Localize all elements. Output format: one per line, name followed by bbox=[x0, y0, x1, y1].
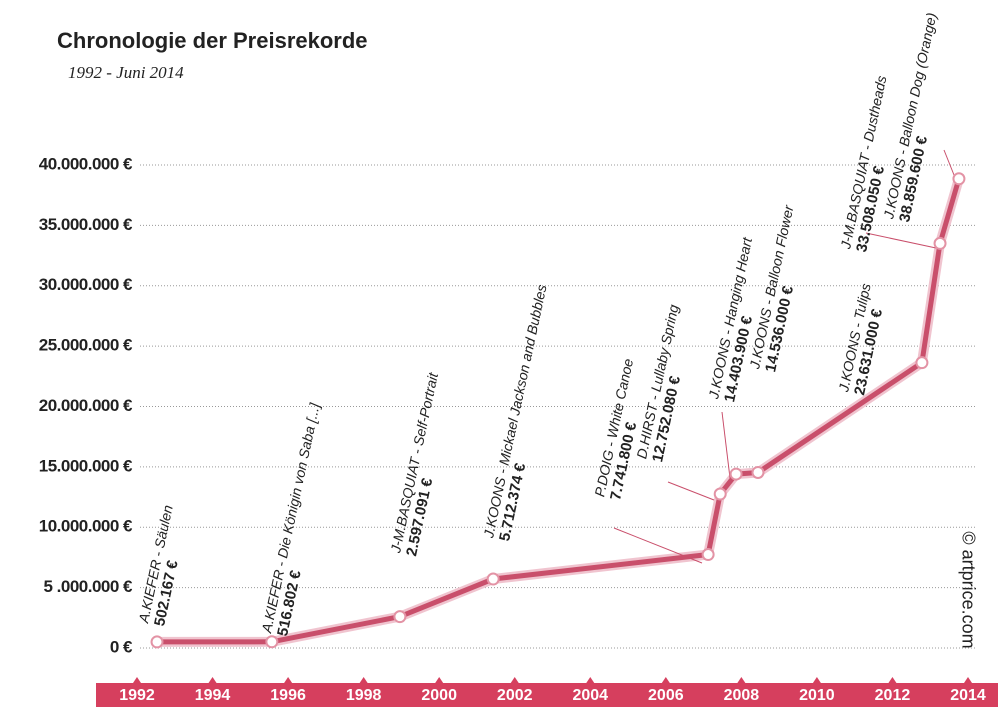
x-tick-label: 2010 bbox=[799, 687, 835, 704]
y-tick-label: 10.000.000 € bbox=[39, 517, 133, 536]
leader-line bbox=[613, 527, 703, 564]
x-tick-label: 2006 bbox=[648, 687, 684, 704]
point-label: J.KOONS - Mickael Jackson and Bubbles5.7… bbox=[480, 283, 550, 543]
y-tick-label: 25.000.000 € bbox=[39, 336, 133, 355]
point bbox=[713, 487, 727, 501]
x-tick bbox=[888, 677, 897, 683]
x-tick-label: 2002 bbox=[497, 687, 533, 704]
x-axis-band bbox=[96, 683, 998, 707]
x-tick bbox=[964, 677, 972, 683]
x-tick-label: 2008 bbox=[724, 687, 760, 704]
x-tick bbox=[208, 677, 217, 683]
x-tick-label: 1996 bbox=[270, 687, 306, 704]
point bbox=[915, 356, 929, 370]
copyright: © artprice.com bbox=[958, 531, 978, 648]
x-tick-label: 2014 bbox=[950, 687, 986, 704]
x-tick bbox=[661, 677, 670, 683]
x-tick-label: 2012 bbox=[875, 687, 911, 704]
x-tick bbox=[133, 677, 141, 683]
x-tick bbox=[510, 677, 519, 683]
point bbox=[952, 172, 966, 186]
y-tick-label: 20.000.000 € bbox=[39, 396, 133, 415]
x-tick-label: 1994 bbox=[195, 687, 231, 704]
x-tick bbox=[284, 677, 293, 683]
leader-line bbox=[721, 411, 731, 479]
y-tick-label: 15.000.000 € bbox=[39, 456, 133, 475]
x-tick bbox=[737, 677, 746, 683]
x-tick-label: 1998 bbox=[346, 687, 382, 704]
y-tick-label: 0 € bbox=[110, 637, 133, 656]
point-label: A.KIEFER - Die Königin von Saba [...]516… bbox=[258, 401, 323, 638]
chart-title: Chronologie der Preisrekorde bbox=[57, 28, 368, 53]
y-tick-label: 5 .000.000 € bbox=[43, 577, 133, 596]
chart-subtitle: 1992 - Juni 2014 bbox=[68, 63, 184, 82]
point bbox=[486, 572, 500, 586]
x-tick-label: 1992 bbox=[119, 687, 155, 704]
x-tick-label: 2004 bbox=[572, 687, 608, 704]
point-label: J.KOONS - Balloon Dog (Orange)38.859.600… bbox=[880, 11, 940, 223]
y-tick-label: 40.000.000 € bbox=[39, 154, 133, 173]
leader-line bbox=[865, 232, 937, 249]
point bbox=[729, 467, 743, 481]
x-tick-label: 2000 bbox=[421, 687, 457, 704]
leader-line bbox=[667, 481, 715, 501]
point bbox=[933, 236, 947, 250]
y-tick-label: 30.000.000 € bbox=[39, 275, 133, 294]
x-tick bbox=[435, 677, 444, 683]
x-tick bbox=[586, 677, 595, 683]
x-tick bbox=[359, 677, 368, 683]
point bbox=[150, 635, 164, 649]
point bbox=[701, 548, 715, 562]
x-tick bbox=[812, 677, 821, 683]
point bbox=[751, 465, 765, 479]
point bbox=[393, 610, 407, 624]
point bbox=[265, 635, 279, 649]
y-tick-label: 35.000.000 € bbox=[39, 215, 133, 234]
